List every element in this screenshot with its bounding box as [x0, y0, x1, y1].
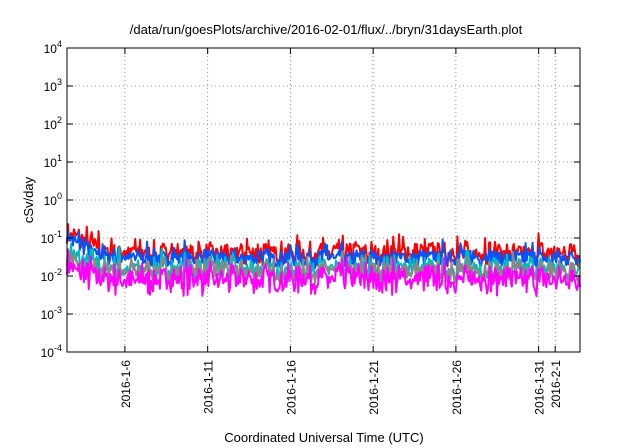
y-tick-label: 104 [44, 39, 62, 56]
grid [67, 48, 580, 352]
x-tick-label: 2016-2-1 [549, 360, 563, 408]
series-line-5 [66, 249, 581, 298]
x-tick-label: 2016-1-6 [119, 360, 133, 408]
y-tick-label: 10-1 [41, 229, 62, 246]
y-tick-label: 10-3 [41, 305, 62, 322]
y-tick-label: 100 [44, 191, 62, 208]
y-axis-label: cSv/day [21, 176, 36, 223]
x-tick-label: 2016-1-31 [533, 360, 547, 415]
y-tick-label: 101 [44, 153, 62, 170]
chart-title: /data/run/goesPlots/archive/2016-02-01/f… [130, 22, 523, 37]
y-tick-label: 103 [44, 77, 62, 94]
x-tick-label: 2016-1-26 [450, 360, 464, 415]
x-axis-label: Coordinated Universal Time (UTC) [224, 430, 423, 445]
series-group [66, 223, 581, 298]
y-axis: 10-4 10-3 10-2 10-1 100 101 102 103 104 [41, 39, 580, 360]
x-tick-label: 2016-1-21 [367, 360, 381, 415]
x-axis: 2016-1-6 2016-1-11 2016-1-16 2016-1-21 2016-… [119, 48, 563, 415]
x-tick-label: 2016-1-11 [202, 360, 216, 414]
y-tick-label: 10-4 [41, 343, 62, 360]
x-tick-label: 2016-1-16 [284, 360, 298, 415]
series-line-2 [66, 230, 581, 269]
y-tick-label: 10-2 [41, 267, 62, 284]
y-tick-label: 102 [44, 115, 62, 132]
